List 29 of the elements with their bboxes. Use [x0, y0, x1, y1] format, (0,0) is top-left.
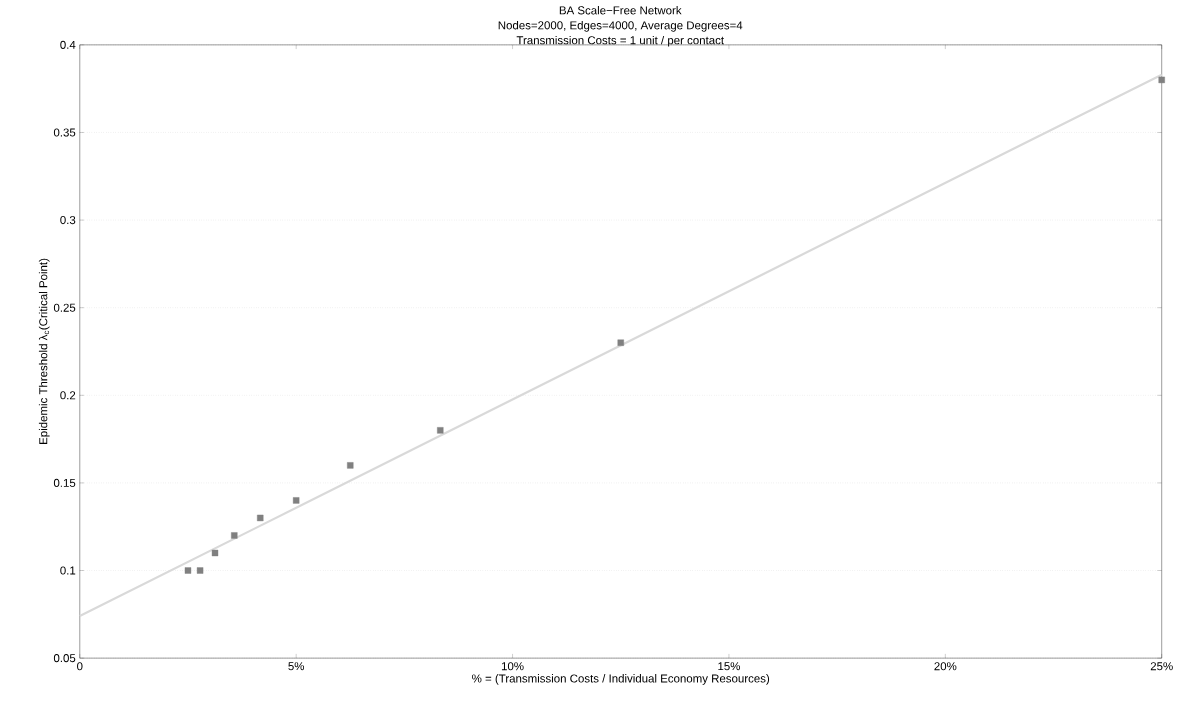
- point: [196, 567, 204, 574]
- point: [617, 339, 624, 346]
- x-axis-title: % = (Transmission Costs / Individual Economy Resources): [472, 674, 770, 685]
- chart-title: BA Scale−Free Network: [559, 6, 682, 15]
- y-tick-label: 0.1: [60, 566, 76, 575]
- point: [1158, 76, 1165, 84]
- x-tick-label: 20%: [934, 662, 957, 671]
- point: [292, 497, 300, 504]
- point: [211, 549, 219, 557]
- y-tick-label: 0.4: [60, 40, 76, 49]
- chart-subtitle: Nodes=2000, Edges=4000, Average Degrees=4: [498, 20, 743, 32]
- point: [184, 567, 192, 574]
- y-tick-label: 0.3: [60, 216, 76, 225]
- annotation: Transmission Costs = 1 unit / per contact: [516, 35, 724, 47]
- point: [437, 427, 444, 434]
- x-tick-label: 15%: [718, 662, 740, 671]
- y-tick-label: 0.25: [53, 303, 76, 312]
- y-tick-label: 0.35: [53, 128, 76, 137]
- point: [347, 462, 354, 469]
- x-tick-label: 0: [77, 662, 83, 671]
- x-tick-label: 25%: [1150, 662, 1173, 671]
- y-axis-title: Epidemic Threshold λ$_{c}$(Critical Point): [38, 258, 50, 444]
- y-tick-label: 0.05: [53, 654, 76, 663]
- y-tick-label: 0.15: [53, 478, 76, 487]
- point: [257, 514, 264, 522]
- point: [231, 532, 238, 539]
- x-tick-label: 5%: [288, 662, 305, 671]
- y-tick-label: 0.2: [60, 391, 76, 400]
- x-tick-label: 10%: [501, 662, 524, 671]
